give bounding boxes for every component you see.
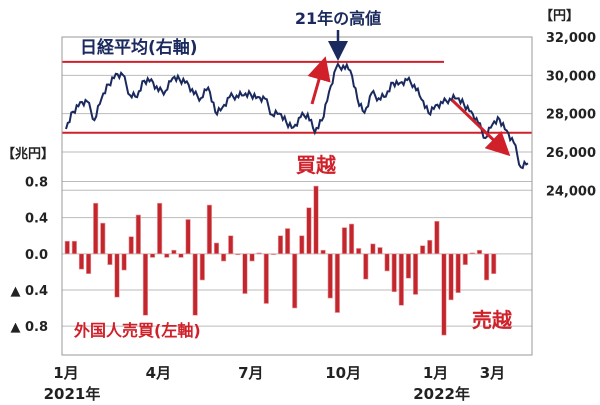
nikkei-legend: 日経平均(右軸) [80, 37, 198, 58]
buy-annotation: 買越 [296, 153, 337, 177]
bar [128, 236, 134, 255]
left-tick-label: ▲ 0.8 [10, 320, 48, 335]
bar [469, 252, 475, 255]
bar [185, 219, 191, 255]
bar [334, 253, 340, 313]
bar [135, 214, 141, 255]
x-tick-label: 3月 [480, 364, 505, 382]
bar [292, 253, 298, 309]
left-tick-label: 0.4 [25, 212, 48, 227]
bar [313, 185, 319, 255]
x-tick-label: 1月 [53, 364, 78, 382]
bar [93, 202, 99, 255]
left-tick-label: ▲ 0.4 [10, 284, 48, 299]
bar [86, 253, 92, 274]
bar [434, 220, 440, 255]
x-year-label: 2022年 [413, 385, 470, 403]
bar [356, 248, 362, 255]
bar [448, 253, 454, 301]
bar [249, 253, 255, 262]
bar [420, 245, 426, 255]
bar [142, 253, 148, 316]
bar [405, 253, 411, 279]
bar [327, 253, 333, 299]
bar [171, 249, 177, 255]
right-tick-label: 26,000 [546, 146, 596, 161]
bar [71, 240, 77, 255]
x-tick-label: 7月 [238, 364, 263, 382]
right-tick-label: 30,000 [546, 69, 596, 84]
right-tick-label: 24,000 [546, 184, 596, 199]
bar [149, 253, 156, 258]
right-axis-unit: 【円】 [540, 8, 579, 24]
bar [476, 249, 483, 255]
bar [306, 207, 312, 255]
high-annotation: 21年の高値 [295, 9, 381, 28]
bar [491, 253, 497, 274]
bar [384, 253, 390, 272]
x-tick-label: 4月 [146, 364, 171, 382]
bar [341, 227, 348, 255]
left-tick-label: 0.0 [25, 248, 48, 263]
bar [277, 235, 284, 255]
bar [455, 253, 461, 293]
x-tick-label: 1月 [423, 364, 448, 382]
bar [484, 253, 490, 281]
bar [64, 240, 70, 255]
bar [107, 253, 113, 265]
nikkei-line [65, 61, 529, 170]
plot-frame [61, 36, 533, 356]
bar [199, 253, 205, 281]
bar [228, 235, 234, 255]
x-year-label: 2021年 [44, 385, 101, 403]
bar [412, 253, 419, 295]
x-tick-label: 10月 [325, 364, 361, 382]
bar [235, 253, 241, 256]
bar [363, 253, 369, 280]
left-axis-unit: 【兆円】 [2, 146, 54, 162]
bar [121, 253, 127, 271]
bar [462, 253, 468, 265]
left-tick-label: 0.8 [25, 176, 48, 191]
bar [377, 247, 383, 255]
foreign-legend: 外国人売買(左軸) [73, 321, 201, 340]
bar [164, 253, 170, 258]
bar [221, 253, 227, 262]
bar [178, 253, 184, 258]
bar [213, 242, 220, 255]
bar [320, 249, 326, 255]
bar [114, 253, 120, 298]
bar [349, 223, 355, 255]
bar [398, 253, 404, 306]
bar [270, 253, 276, 255]
bar [157, 202, 163, 255]
bar [192, 253, 198, 316]
bar [427, 239, 433, 255]
bar [391, 253, 397, 293]
bar [78, 253, 85, 270]
right-tick-label: 32,000 [546, 31, 596, 46]
bar [370, 243, 376, 255]
fall-arrow [450, 98, 511, 157]
bar [242, 253, 248, 294]
bar [100, 222, 106, 255]
sell-annotation: 売越 [472, 308, 513, 332]
bar [206, 204, 212, 255]
bar [285, 228, 291, 255]
bar [263, 253, 269, 304]
bar [256, 252, 262, 255]
bar [441, 253, 447, 336]
rise-arrow [307, 56, 331, 105]
bar [299, 235, 305, 255]
right-tick-label: 28,000 [546, 108, 596, 123]
